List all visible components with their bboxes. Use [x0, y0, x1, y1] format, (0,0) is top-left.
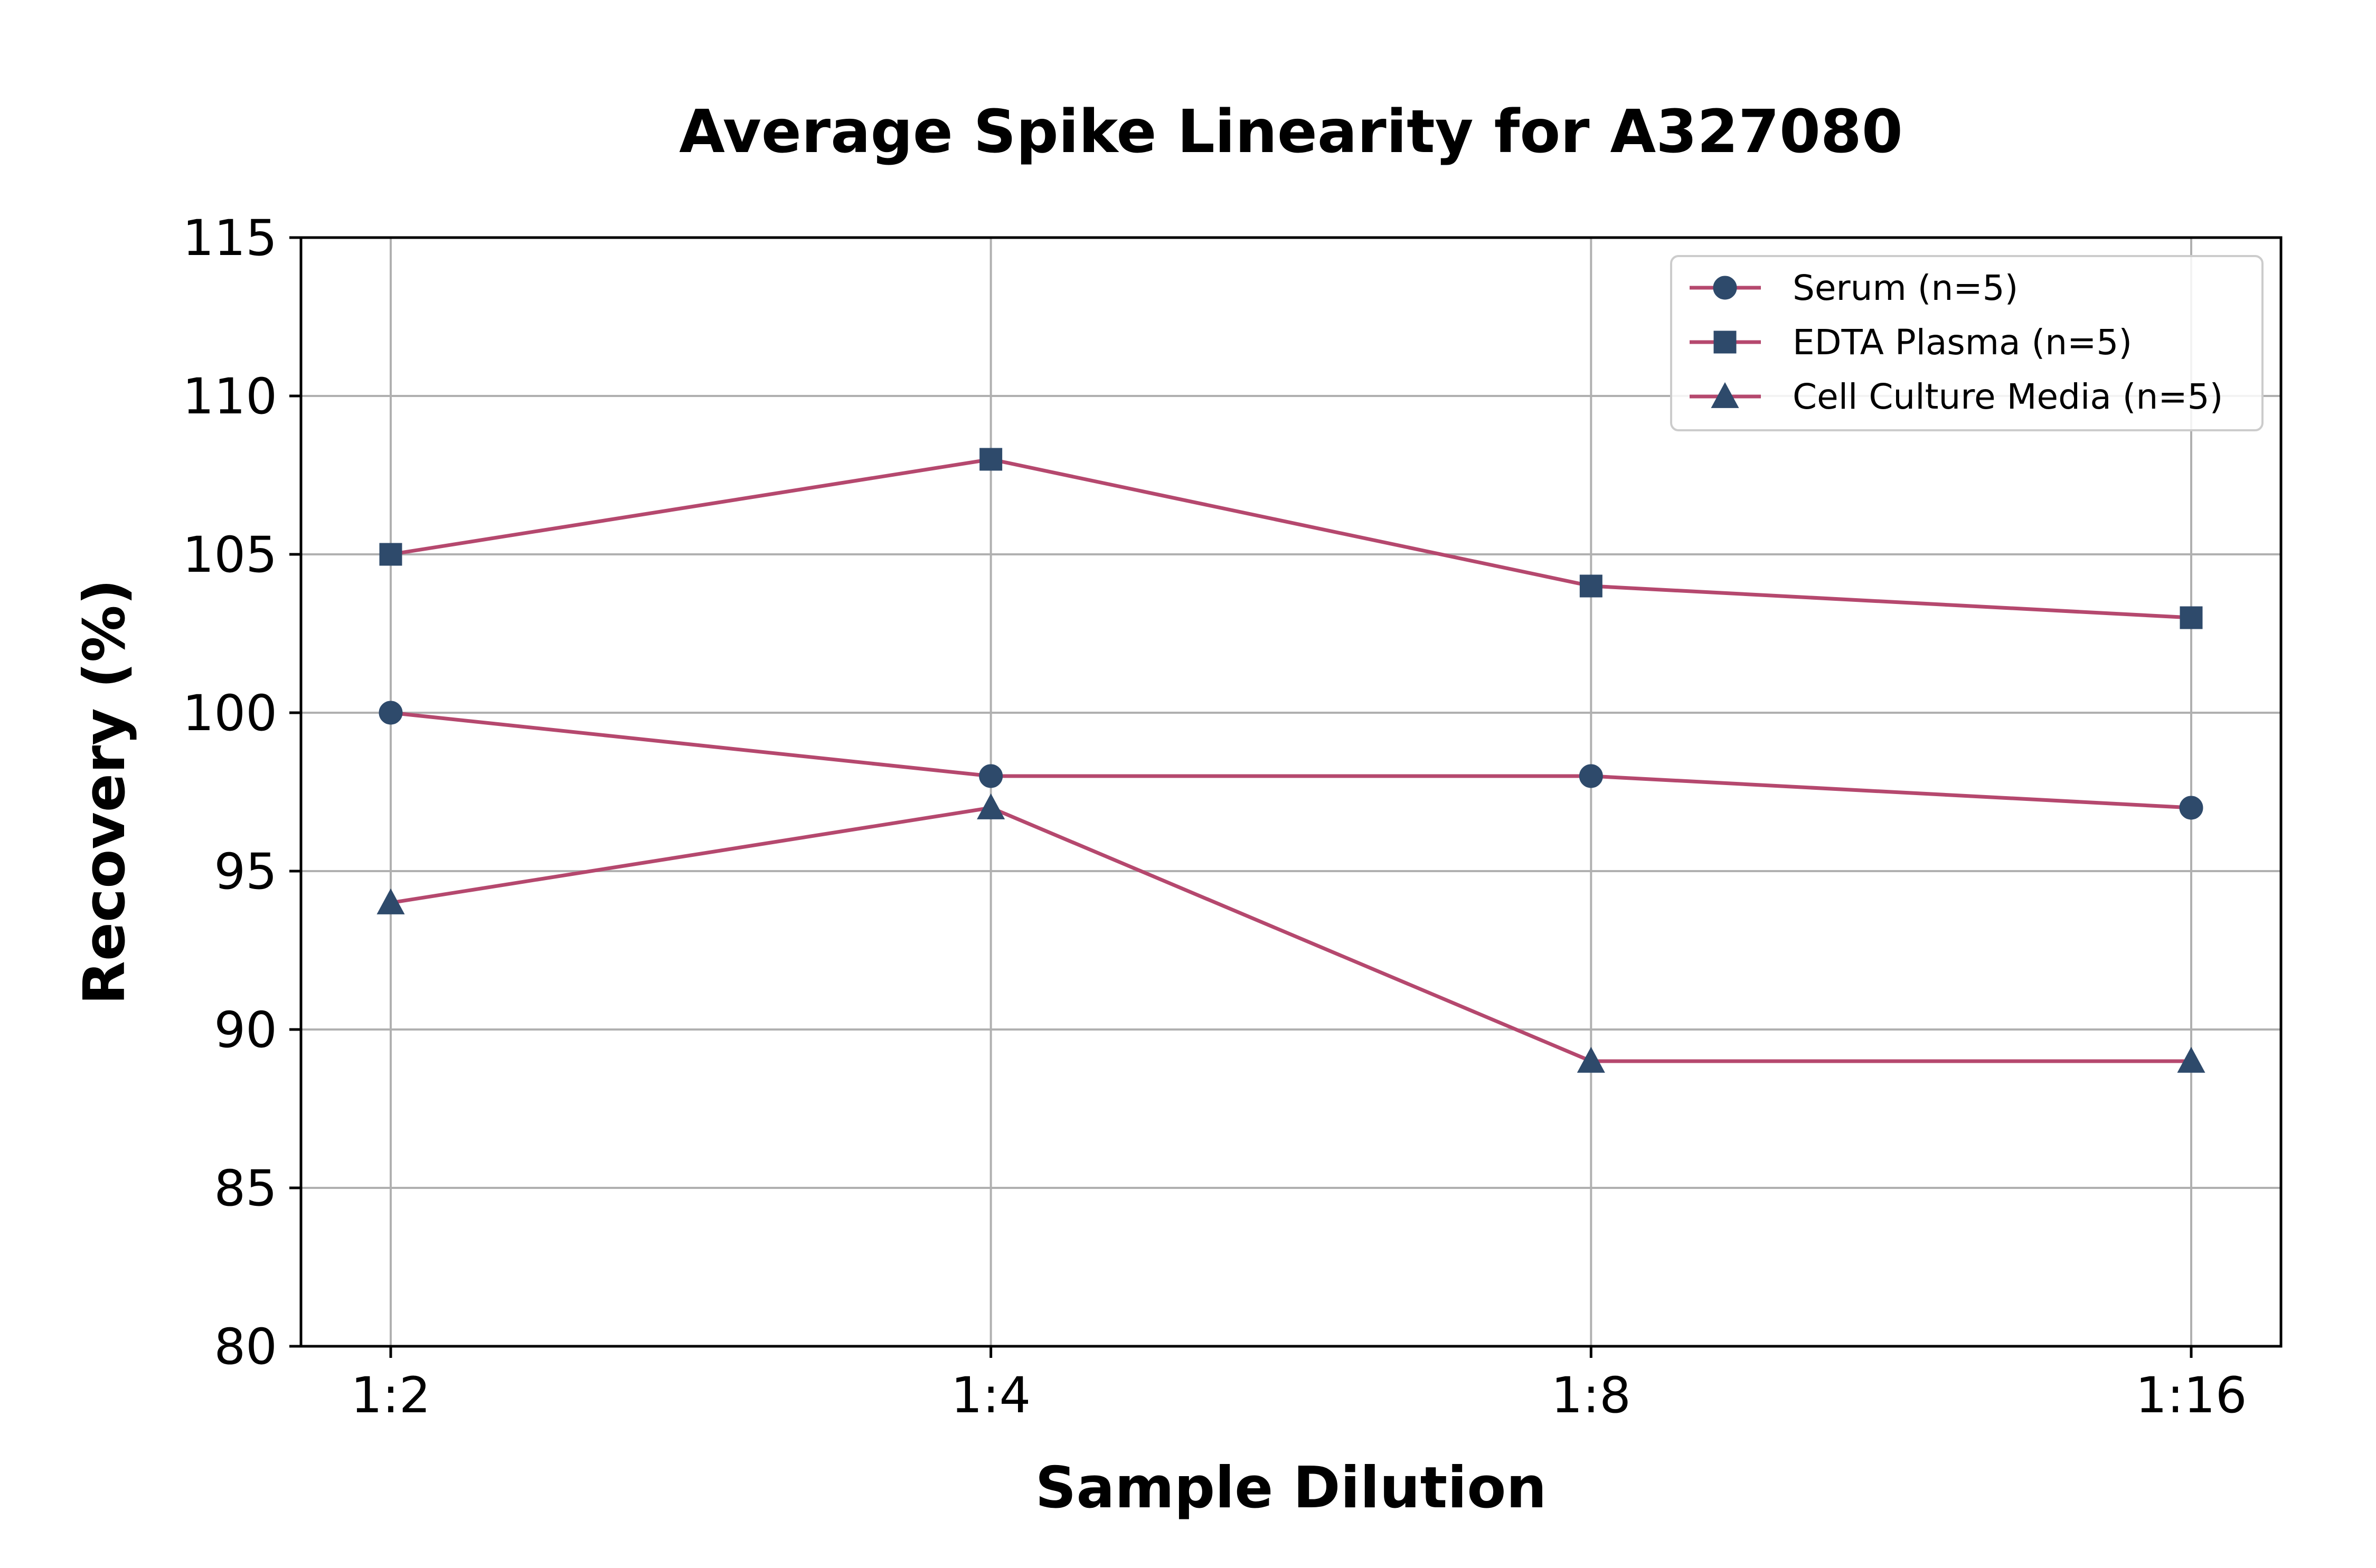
legend: Serum (n=5) EDTA Plasma (n=5) Cell Culture…: [1670, 255, 2264, 431]
data-point: [2179, 796, 2203, 820]
y-tick-label: 90: [214, 1002, 277, 1059]
data-point: [979, 764, 1003, 788]
x-tick-label: 1:16: [2135, 1367, 2247, 1424]
data-point: [1577, 1046, 1605, 1073]
y-tick-label: 105: [183, 526, 277, 584]
series-circle: [379, 701, 2203, 820]
legend-marker-circle: [1713, 276, 1737, 300]
y-tick-label: 80: [214, 1318, 277, 1376]
data-point: [977, 793, 1005, 819]
x-tick-label: 1:8: [1551, 1367, 1631, 1424]
legend-marker-triangle: [1711, 382, 1739, 408]
data-point: [2180, 606, 2203, 629]
series-square: [379, 448, 2203, 629]
series-line: [389, 457, 2193, 620]
series-line: [389, 711, 2193, 810]
legend-box: [1670, 255, 2264, 431]
data-point: [379, 701, 403, 725]
data-point: [1579, 574, 1602, 598]
legend-marker-square: [1713, 330, 1737, 354]
data-point: [379, 543, 402, 566]
data-point: [1579, 764, 1603, 788]
plot-frame: [299, 236, 2283, 1348]
axis-ticks: 80 85 90 95 100 105 110 115 1:2 1:4 1:8 1:16: [183, 210, 2247, 1424]
x-tick-label: 1:4: [951, 1367, 1031, 1424]
series-line: [389, 806, 2193, 1063]
x-axis-label: Sample Dilution: [1035, 1455, 1547, 1521]
x-tick-label: 1:2: [351, 1367, 430, 1424]
y-axis-label: Recovery (%): [72, 579, 138, 1005]
y-tick-label: 100: [183, 685, 277, 742]
series-triangle: [376, 793, 2205, 1073]
y-tick-label: 115: [183, 210, 277, 267]
chart-title: Average Spike Linearity for A327080: [679, 98, 1903, 166]
y-tick-label: 85: [214, 1160, 277, 1217]
data-point: [376, 888, 405, 914]
y-tick-label: 95: [214, 843, 277, 901]
series-layer: [376, 448, 2205, 1073]
y-tick-label: 110: [183, 368, 277, 426]
legend-label: EDTA Plasma (n=5): [1793, 322, 2132, 363]
data-point: [2177, 1046, 2205, 1073]
legend-label: Cell Culture Media (n=5): [1793, 376, 2223, 417]
data-point: [979, 448, 1003, 471]
legend-label: Serum (n=5): [1793, 268, 2018, 308]
